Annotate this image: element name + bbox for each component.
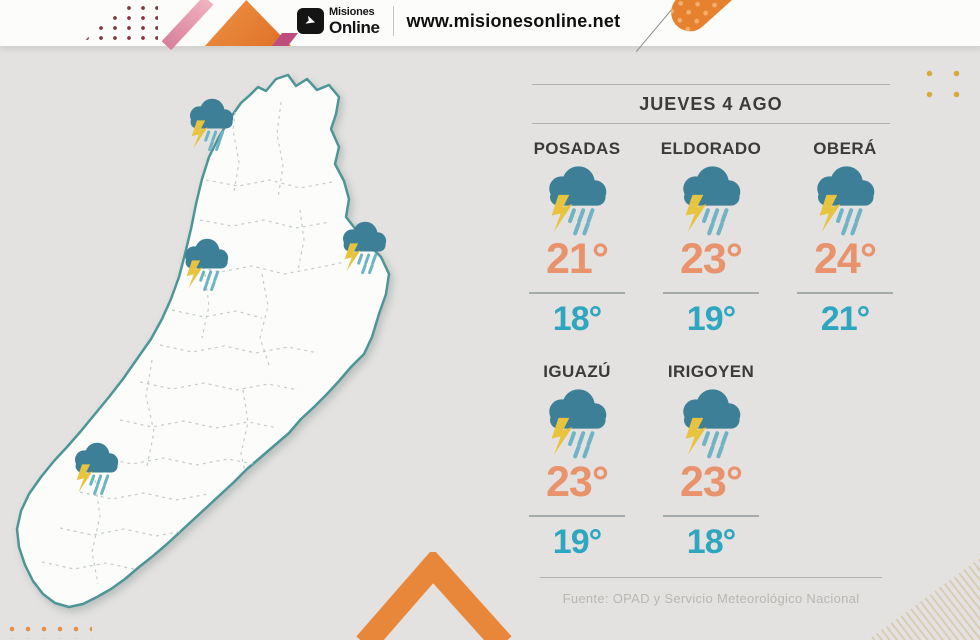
logo-icon: ➤: [297, 8, 324, 34]
date-header: JUEVES 4 AGO: [532, 84, 890, 124]
source-attribution: Fuente: OPAD y Servicio Meteorológico Na…: [540, 577, 882, 606]
date-title: JUEVES 4 AGO: [639, 94, 783, 114]
city-forecast-grid: POSADAS 21° 18° ELDORADO 23° 19° OBERÁ: [510, 139, 912, 559]
city-card-posadas: POSADAS 21° 18°: [529, 139, 625, 336]
temperature-divider: [529, 515, 625, 517]
logo-divider: [392, 6, 394, 36]
orange-chevron-decoration: [356, 552, 512, 640]
maroon-dots-pattern: [80, 3, 158, 45]
storm-icon: [808, 164, 882, 238]
pink-diagonal-stripe: [161, 0, 214, 51]
storm-icon: [183, 97, 239, 153]
low-temperature: 19°: [552, 523, 602, 561]
orange-dots-pattern: [4, 623, 92, 639]
header-bar: ➤ Misiones Online www.misionesonline.net: [0, 0, 980, 52]
storm-icon: [540, 164, 614, 238]
site-url: www.misionesonline.net: [406, 10, 621, 31]
city-card-obera: OBERÁ 24° 21°: [797, 139, 893, 336]
storm-icon: [68, 441, 124, 497]
high-temperature: 21°: [545, 235, 609, 283]
gold-dots-pattern: [916, 63, 980, 103]
misiones-province-map: [15, 73, 391, 609]
storm-icon: [674, 164, 748, 238]
temperature-divider: [663, 515, 759, 517]
temperature-divider: [662, 292, 759, 294]
city-name: OBERÁ: [813, 139, 877, 158]
high-temperature: 23°: [545, 458, 609, 506]
storm-icon: [674, 387, 748, 461]
city-name: POSADAS: [533, 139, 621, 158]
low-temperature: 21°: [820, 300, 870, 338]
high-temperature: 23°: [679, 235, 743, 283]
high-temperature: 24°: [813, 235, 877, 283]
low-temperature: 18°: [686, 523, 736, 561]
city-card-iguazu: IGUAZÚ 23° 19°: [529, 362, 625, 559]
brand-name-bottom: Online: [329, 17, 380, 37]
temperature-divider: [797, 292, 893, 294]
forecast-panel: JUEVES 4 AGO POSADAS 21° 18° ELDORADO 23…: [510, 84, 912, 606]
temperature-divider: [529, 292, 625, 294]
city-name: IRIGOYEN: [667, 362, 755, 381]
low-temperature: 19°: [686, 300, 736, 338]
storm-icon: [336, 220, 392, 276]
source-text: Fuente: OPAD y Servicio Meteorológico Na…: [562, 591, 860, 606]
city-name: IGUAZÚ: [543, 362, 611, 381]
city-card-irigoyen: IRIGOYEN 23° 18°: [663, 362, 759, 559]
brand-logo: ➤ Misiones Online www.misionesonline.net: [297, 6, 620, 36]
brand-name-top: Misiones: [329, 5, 375, 18]
high-temperature: 23°: [679, 458, 743, 506]
brand-name: Misiones Online: [329, 5, 380, 37]
city-name: ELDORADO: [660, 139, 762, 158]
city-card-eldorado: ELDORADO 23° 19°: [661, 139, 761, 336]
low-temperature: 18°: [552, 300, 602, 338]
storm-icon: [540, 387, 614, 461]
department-borders: [41, 97, 346, 585]
storm-icon: [178, 237, 234, 293]
